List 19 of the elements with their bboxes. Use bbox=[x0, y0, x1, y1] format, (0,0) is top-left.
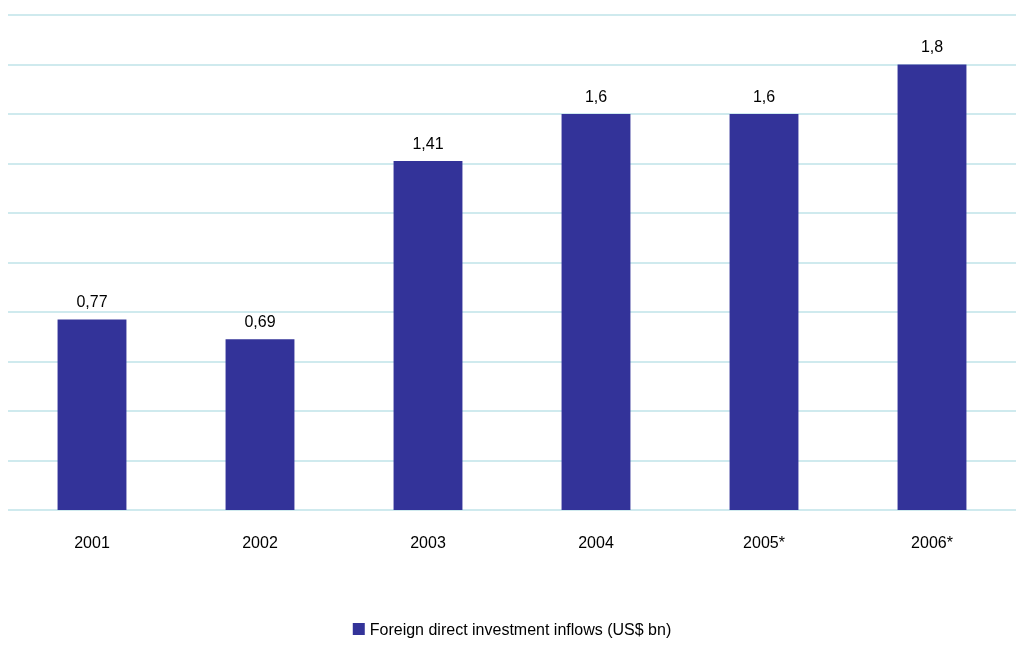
bar bbox=[897, 64, 967, 510]
data-label: 1,8 bbox=[920, 38, 944, 55]
x-tick-label: 2005* bbox=[743, 533, 785, 551]
x-tick-label: 2002 bbox=[242, 533, 278, 551]
bar bbox=[57, 319, 127, 510]
x-tick-label: 2006* bbox=[911, 533, 953, 551]
x-tick-label: 2003 bbox=[410, 533, 446, 551]
bar bbox=[561, 114, 631, 510]
legend-label: Foreign direct investment inflows (US$ bn) bbox=[369, 620, 672, 638]
data-label: 0,69 bbox=[244, 312, 276, 330]
data-label: 1,6 bbox=[584, 87, 608, 105]
x-tick-label: 2001 bbox=[74, 533, 110, 551]
x-tick-label: 2004 bbox=[578, 533, 614, 551]
bar bbox=[393, 161, 463, 510]
data-label: 0,77 bbox=[76, 292, 108, 310]
bar bbox=[225, 339, 295, 510]
data-label: 1,41 bbox=[412, 134, 444, 152]
data-label: 1,6 bbox=[752, 87, 776, 105]
bar bbox=[729, 114, 799, 510]
